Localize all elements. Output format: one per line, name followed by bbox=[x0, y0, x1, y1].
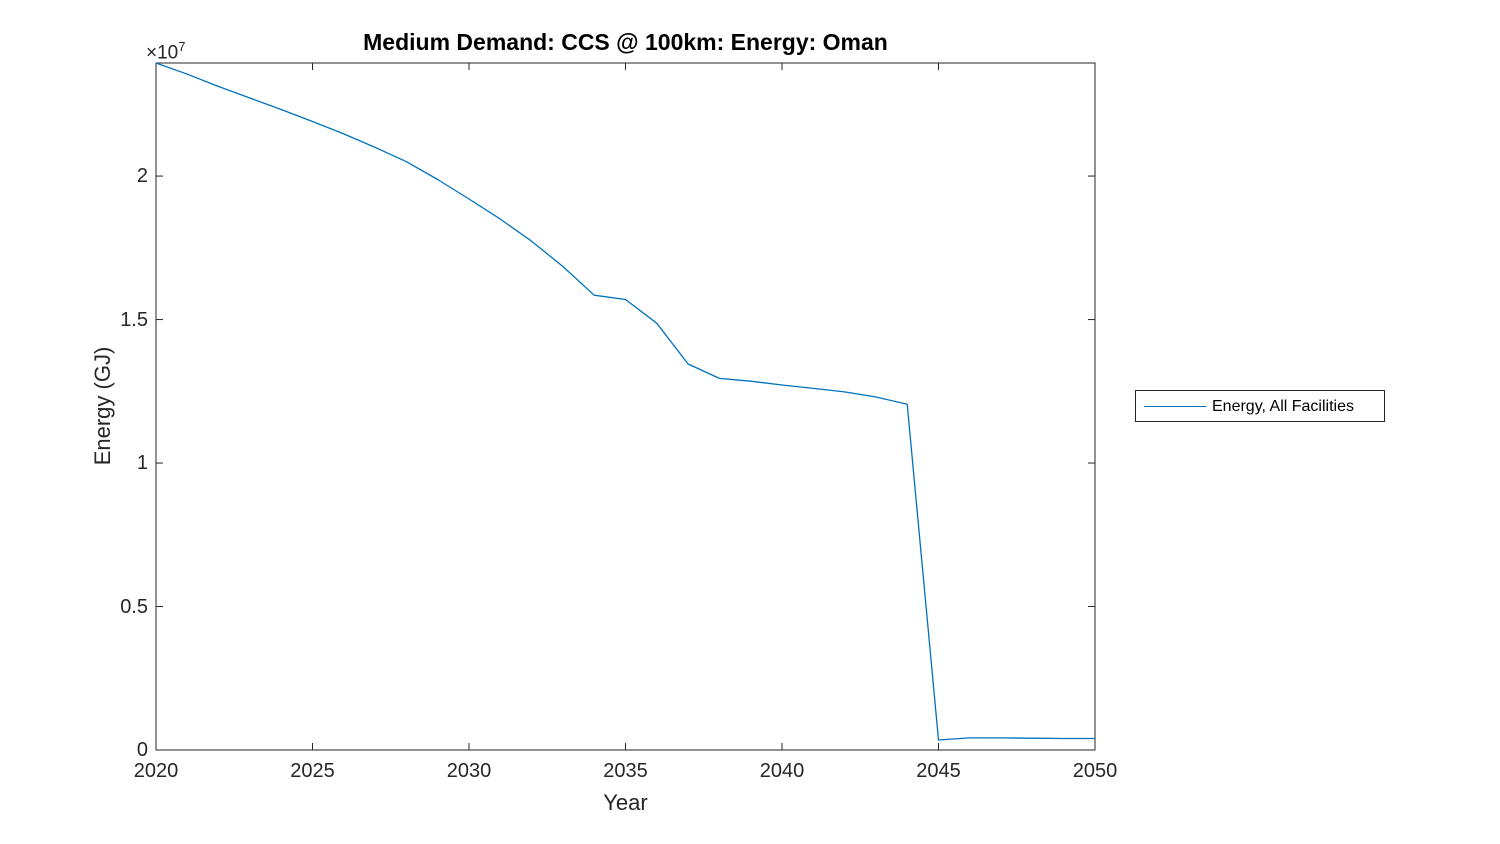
y-tick-label: 0.5 bbox=[120, 595, 148, 618]
y-tick-label: 2 bbox=[136, 165, 148, 188]
chart-title: Medium Demand: CCS @ 100km: Energy: Oman bbox=[363, 29, 888, 55]
y-axis-exponent-power: 7 bbox=[178, 39, 186, 54]
y-axis-label: Energy (GJ) bbox=[90, 346, 115, 466]
x-tick-label: 2040 bbox=[759, 760, 805, 782]
axes-box bbox=[155, 62, 1096, 751]
x-tick-label: 2020 bbox=[133, 760, 179, 782]
energy-line bbox=[155, 62, 1095, 741]
y-tick-label: 1.5 bbox=[120, 308, 148, 331]
x-tick-label: 2050 bbox=[1072, 760, 1118, 782]
x-tick-label: 2025 bbox=[290, 760, 335, 782]
y-axis-exponent-base: ×10 bbox=[146, 42, 179, 64]
legend-entry-label: Energy, All Facilities bbox=[1212, 398, 1354, 415]
y-tick-label: 1 bbox=[136, 452, 148, 475]
x-tick-label: 2045 bbox=[916, 760, 961, 782]
y-tick-label: 0 bbox=[136, 739, 148, 761]
x-axis-label: Year bbox=[603, 790, 648, 815]
legend-line-sample bbox=[1144, 406, 1206, 407]
x-tick-label: 2035 bbox=[603, 760, 648, 782]
x-tick-label: 2030 bbox=[446, 760, 492, 782]
y-axis-exponent: ×107 bbox=[146, 37, 185, 63]
legend-box: Energy, All Facilities bbox=[1135, 390, 1385, 422]
